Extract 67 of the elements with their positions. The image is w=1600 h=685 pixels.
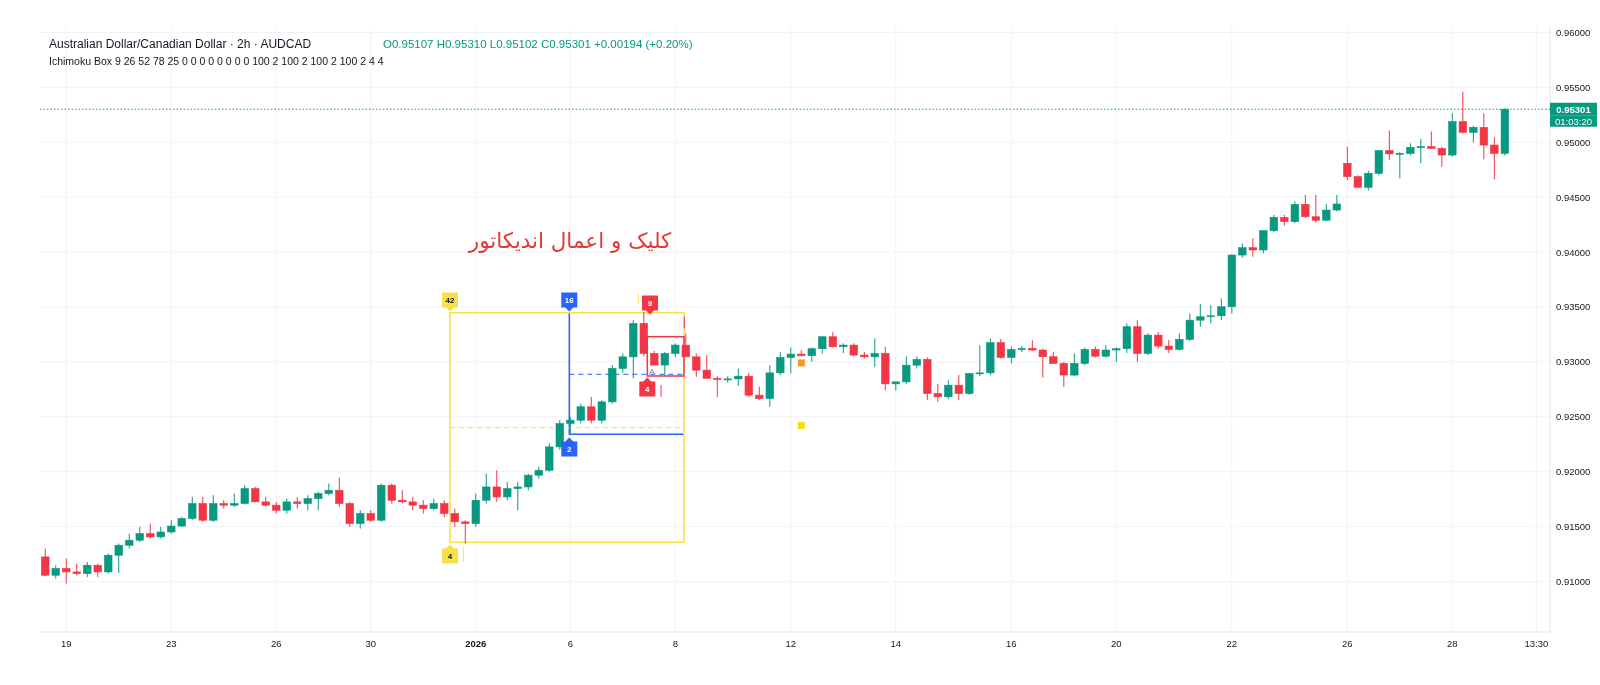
candlestick [1490,136,1499,180]
y-tick-label: 0.93500 [1556,301,1591,313]
candlestick [1385,130,1394,161]
candlestick [681,332,690,358]
annotation: 4 [447,552,453,561]
candlestick [870,337,879,368]
candlestick [954,374,963,401]
candlestick [188,496,197,521]
candlestick [387,483,396,505]
candlestick [209,494,218,523]
annotation: 16 [564,296,575,305]
y-tick-label: 0.92500 [1556,411,1591,423]
text: 01:03:20 [1555,115,1592,127]
x-tick-label: 19 [60,637,72,649]
annotation: 9 [647,299,653,308]
candlestick [492,469,501,503]
candlestick [744,372,753,398]
x-tick-label: 20 [1111,637,1122,649]
candlestick [356,509,365,530]
y-tick-label: 0.95500 [1556,81,1591,93]
x-tick-label: 12 [785,637,797,649]
y-tick-label: 0.95000 [1556,136,1591,148]
x-tick-label: 22 [1226,637,1238,649]
candlestick [471,493,480,528]
x-tick-label: 2026 [465,637,487,649]
ref-line-label: 0.95301 [1556,103,1592,115]
candlestick [1479,112,1488,160]
candlestick [713,375,722,398]
candlestick [660,351,669,378]
candlestick [597,399,606,424]
y-tick-label: 0.96000 [1556,26,1591,38]
y-tick-label: 0.94000 [1556,246,1591,258]
candlestick [996,338,1005,360]
candlestick [482,473,491,505]
candlestick [1395,151,1404,179]
candlestick [1458,91,1467,135]
candlestick [1143,332,1152,356]
x-tick-label: 13:30 [1524,637,1549,649]
annotation: 2 [567,445,573,454]
candlestick [1248,237,1257,258]
y-tick-label: 0.93000 [1556,356,1591,368]
candlestick [461,519,470,545]
x-tick-label: 16 [1006,637,1017,649]
y-tick-label: 0.92000 [1556,466,1591,478]
candlestick [198,496,207,523]
x-tick-label: 26 [270,637,282,649]
x-tick-label: 14 [890,637,902,649]
candlestick [41,548,50,577]
x-tick-label: 8 [672,637,678,649]
x-tick-label: 26 [1342,637,1353,649]
candlestick [944,379,953,400]
annotation: O0.95107 H0.95310 L0.95102 C0.95301 +0.00194 (+0.20%) [383,38,693,50]
candlestick [1290,201,1299,224]
annotation: 4 [645,385,651,394]
x-tick-label: 30 [365,637,377,649]
x-tick-label: 6 [567,637,573,649]
y-tick-label: 0.91500 [1556,521,1591,533]
annotation: کلیک و اعمال اندیکاتور [467,227,673,253]
y-tick-label: 0.91000 [1556,575,1591,587]
text: Australian Dollar/Canadian Dollar · 2h · AUDCAD [49,37,312,51]
candlestick [587,396,596,424]
text: Ichimoku Box 9 26 52 78 25 0 0 0 0 0 0 0 0 100 2 100 2 100 2 100 2 4 4 [49,55,384,67]
x-tick-label: 28 [1447,637,1458,649]
y-tick-label: 0.94500 [1556,191,1591,203]
x-tick-label: 23 [165,637,177,649]
annotation: 42 [445,296,455,305]
annotation: A [649,366,656,376]
